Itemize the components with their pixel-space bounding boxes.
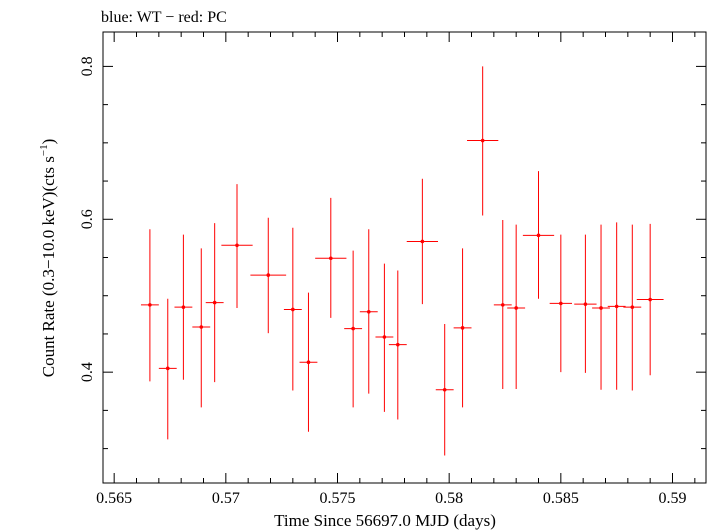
point-marker	[266, 273, 271, 277]
data-point	[549, 234, 572, 373]
point-marker	[420, 239, 425, 244]
data-point	[140, 229, 159, 382]
point-marker	[460, 326, 465, 330]
data-point	[406, 178, 438, 305]
point-marker	[480, 138, 485, 143]
x-axis-ticks	[113, 32, 696, 483]
y-axis-label-close: )	[39, 139, 58, 145]
y-tick-label: 0.4	[79, 362, 96, 382]
data-point	[174, 234, 193, 380]
y-axis-label-main: Count Rate (0.3−10.0 keV)(cts s	[39, 156, 58, 377]
point-marker	[614, 304, 619, 309]
point-marker	[306, 360, 311, 365]
x-tick-label: 0.58	[435, 490, 463, 507]
point-marker	[199, 325, 204, 329]
point-marker	[396, 342, 400, 347]
data-point	[467, 66, 499, 216]
data-point	[375, 263, 394, 412]
point-marker	[500, 303, 505, 307]
data-point	[388, 270, 407, 420]
point-marker	[514, 306, 518, 310]
data-point	[192, 248, 211, 408]
point-marker	[351, 326, 355, 331]
point-marker	[536, 233, 541, 238]
data-point	[522, 171, 555, 299]
point-marker	[583, 302, 588, 306]
plot-frame	[102, 31, 707, 484]
data-point	[315, 197, 347, 318]
point-marker	[181, 305, 186, 309]
x-axis-label: Time Since 56697.0 MJD (days)	[274, 511, 496, 530]
data-series	[140, 66, 664, 456]
point-marker	[366, 309, 371, 314]
point-marker	[559, 301, 563, 306]
x-tick-label: 0.585	[543, 490, 579, 507]
point-marker	[329, 256, 333, 261]
chart-title: blue: WT − red: PC	[101, 9, 227, 26]
data-point	[344, 250, 363, 408]
data-point	[607, 222, 626, 390]
data-point	[453, 248, 472, 408]
x-tick-label: 0.575	[320, 490, 356, 507]
x-tick-label: 0.59	[659, 490, 687, 507]
point-marker	[148, 303, 152, 307]
point-marker	[599, 306, 603, 310]
data-point	[592, 224, 610, 390]
data-point	[250, 217, 287, 334]
point-marker	[630, 305, 635, 309]
point-marker	[165, 366, 170, 371]
data-point	[507, 224, 526, 389]
y-axis-tick-labels: 0.4 0.6 0.8	[79, 56, 96, 382]
data-point	[623, 224, 642, 391]
data-point	[493, 220, 512, 389]
data-point	[205, 223, 224, 383]
point-marker	[648, 297, 652, 302]
y-axis-label-superscript: −1	[38, 144, 50, 156]
data-point	[221, 184, 253, 308]
point-marker	[442, 387, 447, 392]
data-point	[574, 234, 597, 373]
point-marker	[235, 243, 239, 248]
data-point	[283, 227, 302, 391]
data-point	[636, 223, 664, 376]
x-axis-tick-labels: 0.565 0.57 0.575 0.58 0.585 0.59	[96, 490, 686, 507]
point-marker	[382, 335, 387, 339]
data-point	[299, 292, 318, 432]
data-point	[359, 229, 378, 394]
point-marker	[291, 307, 295, 312]
y-axis-ticks	[103, 65, 706, 450]
y-axis-label: Count Rate (0.3−10.0 keV)(cts s−1)	[38, 139, 58, 378]
data-point	[158, 298, 177, 440]
data-point	[435, 324, 454, 456]
x-tick-label: 0.565	[96, 490, 132, 507]
y-tick-label: 0.8	[79, 56, 96, 76]
y-tick-label: 0.6	[79, 209, 96, 229]
point-marker	[212, 300, 217, 305]
x-tick-label: 0.57	[212, 490, 240, 507]
